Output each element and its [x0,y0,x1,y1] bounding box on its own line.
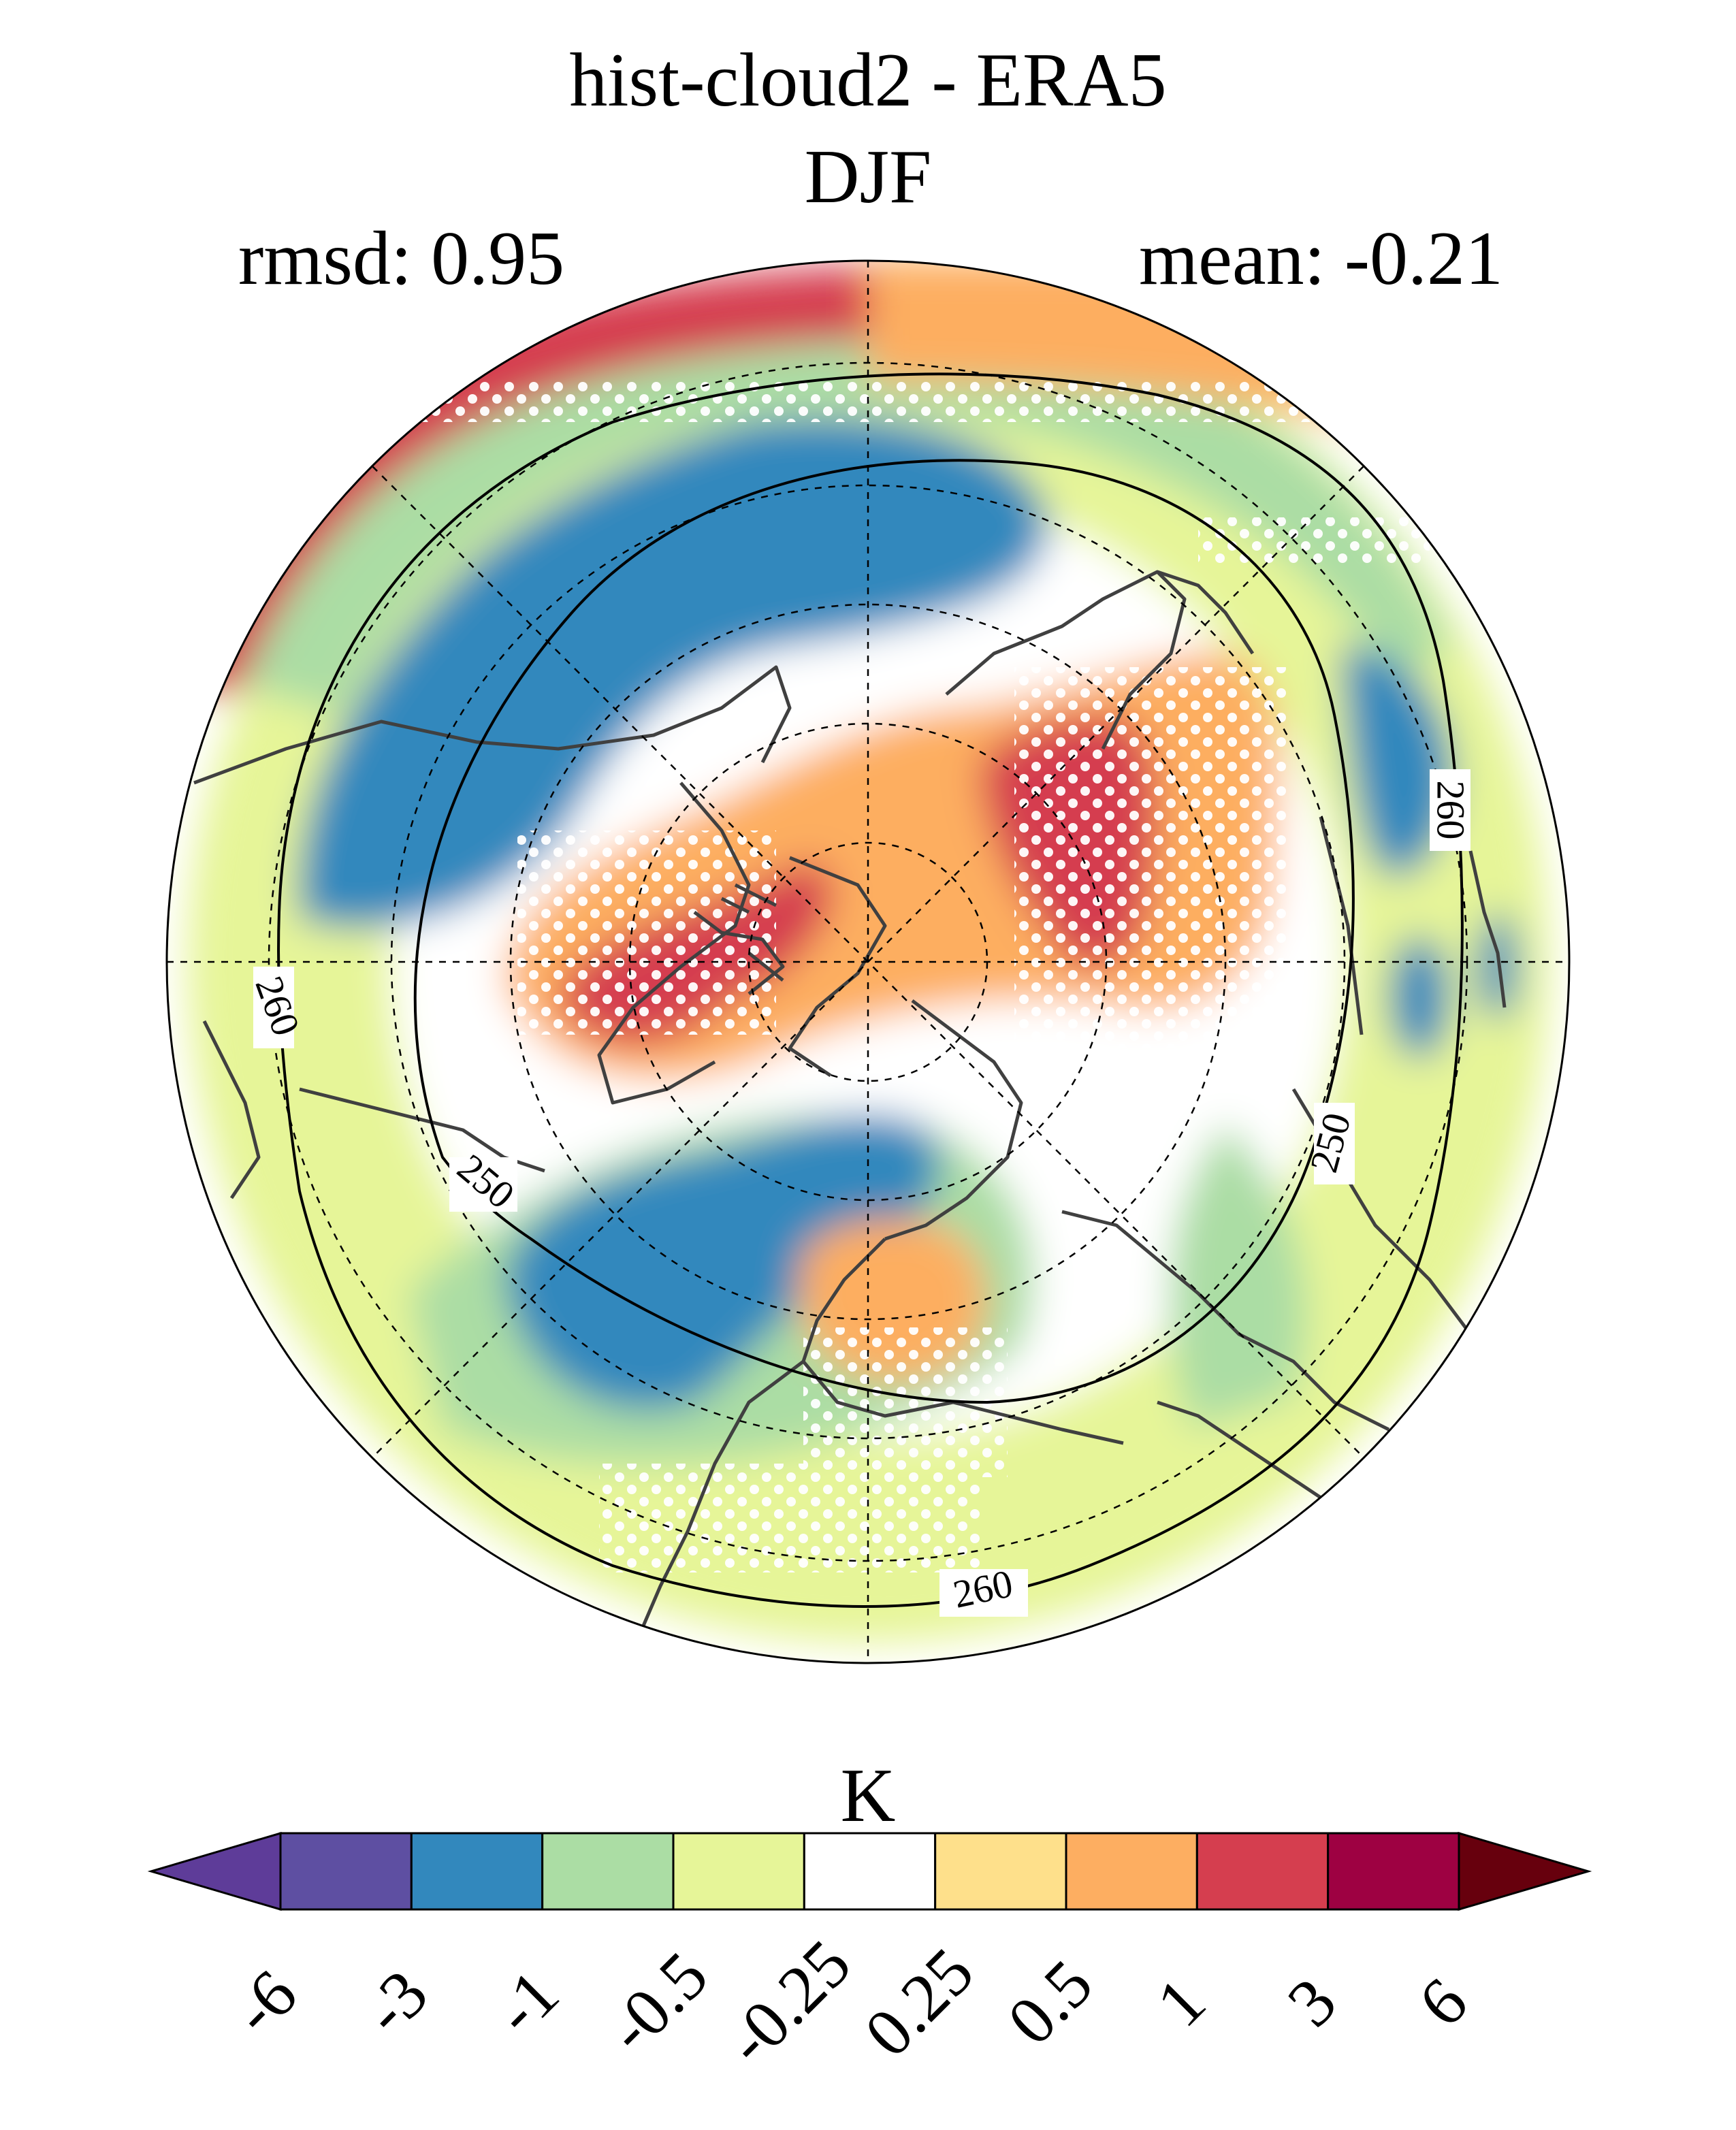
colorbar-tick-label: 0.5 [993,1946,1107,2059]
colorbar-tick-label: 3 [1273,1963,1351,2041]
colorbar-box [803,1832,937,1911]
contour-label-260-east: 260 [1429,781,1473,840]
coastlines [193,570,1526,1634]
contour-label-bg [939,1569,1028,1617]
colorbar-tick-label: -0.25 [711,1925,865,2079]
contour-label-bg [1430,769,1470,851]
figure-subtitle: DJF [804,135,932,219]
colorbar-box [1065,1832,1198,1911]
colorbar-boxes [147,1831,1592,1911]
contour-labels: 260 260 250 250 260 [246,769,1473,1617]
colorbar-tick-label: -1 [479,1956,573,2049]
colorbar-tick-label: 0.25 [850,1933,988,2071]
colorbar-tick-label: 1 [1142,1963,1220,2041]
colorbar-tick-labels: -6 -3 -1 -0.5-0.250.25 0.5 1 3 6 [218,1925,1482,2079]
colorbar-box [541,1832,675,1911]
figure-title: hist-cloud2 - ERA5 [569,38,1167,123]
contour-label-bg [449,1157,517,1212]
colorbar-box [410,1832,544,1911]
colorbar-box [1327,1832,1460,1911]
polar-map: 260 260 250 250 260 [165,259,1571,1664]
colorbar-tick-label: -0.5 [592,1937,722,2067]
colorbar-tick-label: -3 [349,1956,442,2049]
colorbar-extend-high [1458,1831,1592,1911]
map-boundary [165,259,1571,1664]
mean-label: mean: -0.21 [1139,216,1503,301]
colorbar-extend-low [147,1831,282,1911]
colorbar-box [1195,1832,1330,1911]
contour-label-bg [1314,1103,1355,1184]
colorbar-tick-label: -6 [218,1956,311,2049]
graticule [167,261,1569,1663]
climatology-contours [277,372,1464,1608]
colorbar-box [934,1832,1067,1911]
contour-label-bg [253,967,294,1048]
colorbar-unit: K [840,1754,896,1838]
colorbar-tick-label: 6 [1404,1963,1481,2041]
colorbar-box [279,1832,413,1911]
colorbar-box [672,1832,805,1911]
rmsd-label: rmsd: 0.95 [238,216,565,301]
